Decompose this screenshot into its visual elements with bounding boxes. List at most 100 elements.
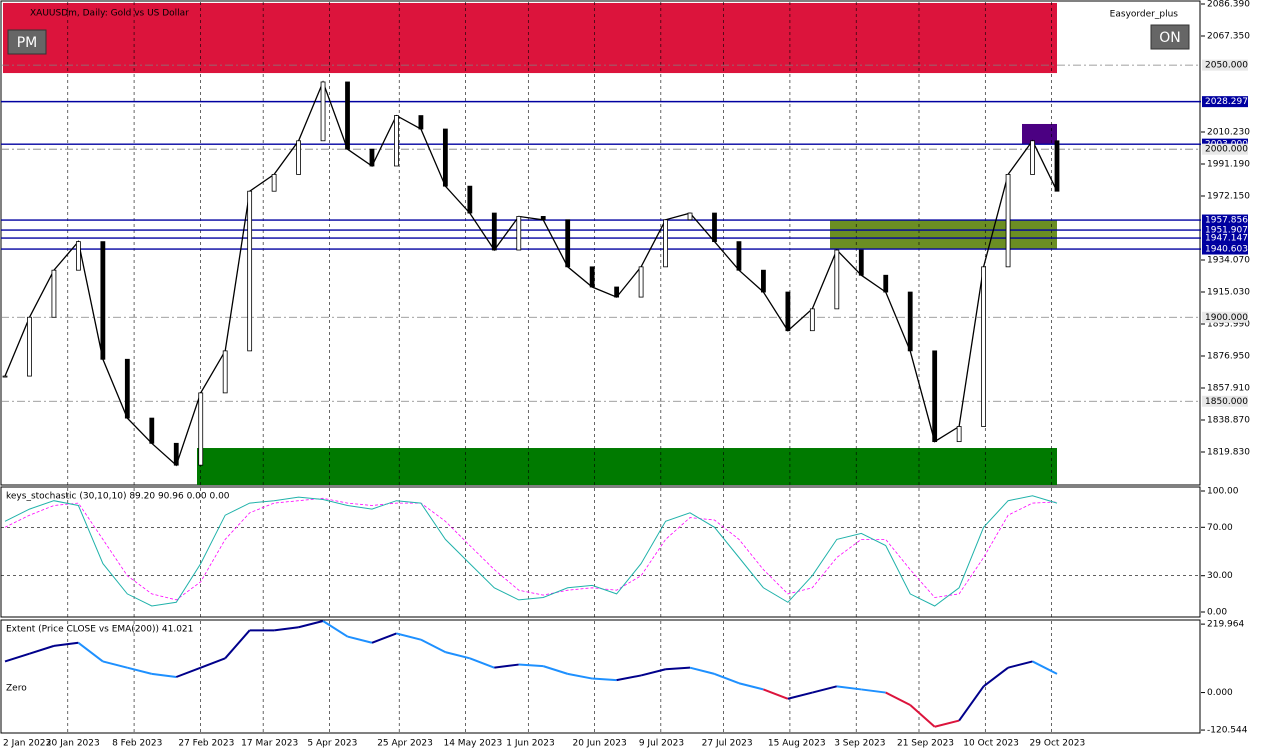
candle [369, 148, 375, 167]
level-label: 2000.000 [1205, 145, 1248, 155]
candle [173, 442, 179, 466]
extent-segment [224, 629, 251, 659]
date-label: 9 Jul 2023 [639, 739, 684, 749]
on-button-label[interactable]: ON [1159, 30, 1181, 46]
level-label-box [1202, 311, 1248, 323]
candle [100, 241, 106, 360]
pm-button-label[interactable]: PM [17, 35, 38, 51]
level-label: 1951.907 [1205, 226, 1248, 236]
zero-label: Zero [6, 684, 27, 694]
extent-segment [616, 674, 642, 682]
candle [198, 392, 204, 466]
extent-segment [567, 672, 593, 680]
extent-title: Extent (Price CLOSE vs EMA(200)) 41.021 [6, 625, 193, 635]
candle [247, 190, 253, 352]
extent-segment [665, 666, 691, 671]
level-label: 1940.603 [1205, 245, 1248, 255]
extent-segment [714, 672, 740, 685]
date-label: 1 Jun 2023 [506, 739, 554, 749]
date-label: 10 Oct 2023 [963, 739, 1019, 749]
candle [27, 316, 32, 377]
extent-segment [982, 666, 1009, 688]
extent-segment [53, 641, 79, 647]
extent-segment [1007, 660, 1033, 669]
candle [418, 115, 424, 130]
level-label: 1957.856 [1205, 216, 1248, 226]
date-label: 2 Jan 2023 [3, 739, 51, 749]
candle [614, 286, 620, 298]
date-label: 15 Aug 2023 [768, 739, 826, 749]
zones [3, 2, 1057, 485]
stoch-tick-label: 0.00 [1207, 608, 1227, 618]
date-label: 29 Oct 2023 [1030, 739, 1086, 749]
candle [638, 266, 644, 298]
candle [394, 115, 399, 167]
candle [516, 216, 522, 251]
extent-segment [689, 666, 715, 675]
price-tick-label: 2086.390 [1207, 0, 1250, 9]
pm-button[interactable] [7, 29, 47, 55]
candle [565, 219, 571, 268]
stoch-signal [4, 497, 1058, 601]
extent-segment [371, 632, 397, 644]
extent-segment [102, 660, 128, 669]
stochastic-title: keys_stochastic (30,10,10) 89.20 90.96 0… [6, 492, 230, 502]
extent-segment [592, 677, 617, 682]
date-label: 14 May 2023 [443, 739, 502, 749]
level-label: 1850.000 [1205, 397, 1248, 407]
candle [222, 350, 228, 394]
extent-segment [151, 672, 177, 678]
candle [907, 291, 913, 352]
level-label-box [1202, 214, 1248, 226]
extent-segment [273, 626, 299, 632]
level-label-box [1202, 395, 1248, 407]
extent-segment [445, 651, 471, 660]
extent-segment [396, 632, 422, 641]
extent-segment [542, 665, 569, 675]
extent-segment [200, 657, 226, 669]
date-label: 25 Apr 2023 [377, 739, 433, 749]
candle [2, 375, 8, 378]
extent-segment [77, 641, 104, 663]
extent-tick-label: 219.964 [1207, 620, 1244, 630]
extent-segment [787, 691, 813, 700]
on-button[interactable] [1150, 24, 1190, 50]
extent-segment [812, 685, 838, 694]
candle [736, 241, 742, 271]
extent-segment [836, 685, 862, 691]
level-label: 2028.297 [1205, 97, 1248, 107]
date-label: 21 Sep 2023 [897, 739, 954, 749]
price-tick-label: 1819.830 [1207, 447, 1250, 457]
extent-segment [640, 668, 666, 677]
candle [1005, 174, 1011, 268]
expert-label: Easyorder_plus [1110, 10, 1179, 20]
level-label-box [1202, 143, 1248, 155]
candle [932, 350, 938, 443]
price-tick-label: 2010.230 [1207, 127, 1250, 137]
extent-segment [420, 638, 446, 654]
extent-segment [1032, 660, 1058, 675]
extent-segment [127, 666, 153, 675]
date-label: 8 Feb 2023 [112, 739, 162, 749]
level-label-box [1202, 96, 1248, 108]
price-tick-label: 2067.350 [1207, 31, 1250, 41]
candle [442, 128, 448, 187]
extent-segment [175, 666, 202, 678]
candle [883, 274, 889, 293]
candle [467, 185, 473, 214]
candle [712, 212, 717, 243]
candle [51, 269, 57, 318]
date-label: 3 Sep 2023 [834, 739, 885, 749]
stoch-tick-label: 100.00 [1207, 487, 1239, 497]
candle [663, 219, 668, 268]
level-label-box [1202, 232, 1248, 244]
extent-tick-label: 0.000 [1207, 688, 1233, 698]
candle [149, 417, 155, 444]
candle [785, 291, 791, 332]
extent-segment [909, 704, 936, 728]
level-label: 2050.000 [1205, 61, 1248, 71]
stoch-main [4, 495, 1058, 607]
zone [830, 219, 1057, 250]
candle [491, 212, 497, 251]
